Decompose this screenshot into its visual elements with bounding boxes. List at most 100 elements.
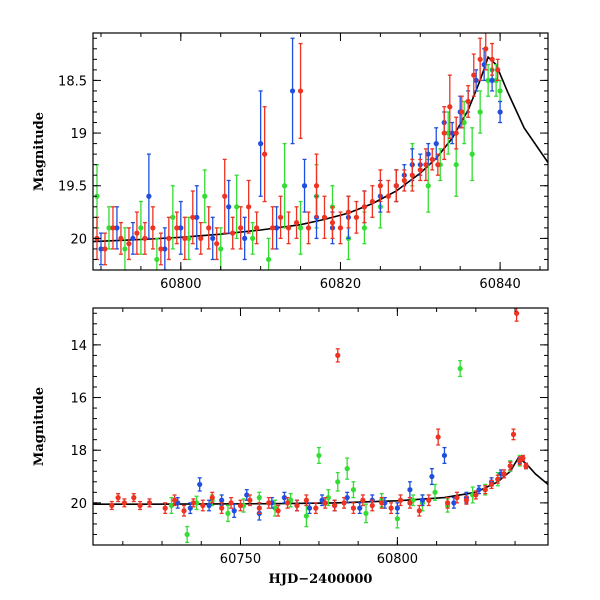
data-point — [463, 497, 470, 503]
data-point — [344, 466, 350, 472]
y-axis-title: Magnitude — [32, 387, 47, 466]
data-point — [297, 88, 304, 94]
data-point — [335, 352, 341, 358]
data-point — [254, 225, 260, 231]
data-point — [137, 502, 143, 509]
data-point — [461, 119, 467, 126]
y-tick-label: 20 — [70, 232, 87, 247]
y-tick-label: 18.5 — [58, 74, 87, 89]
data-point — [234, 204, 240, 210]
data-point — [182, 235, 188, 241]
data-point — [454, 495, 460, 501]
data-point — [194, 214, 200, 220]
data-point — [325, 495, 331, 501]
data-point — [206, 502, 212, 509]
series-red — [109, 308, 529, 517]
data-point — [258, 141, 264, 147]
series-green — [94, 58, 503, 270]
x-tick-label: 60800 — [160, 277, 201, 292]
data-point — [469, 151, 475, 157]
data-point — [158, 246, 164, 252]
data-point — [489, 77, 495, 83]
data-point — [281, 495, 288, 501]
axis-frame — [92, 32, 549, 271]
data-point — [497, 88, 503, 94]
data-point — [266, 500, 272, 506]
data-point — [429, 156, 435, 162]
data-point — [459, 109, 465, 115]
data-point — [507, 463, 513, 469]
data-point — [520, 455, 526, 461]
data-point — [335, 479, 341, 485]
data-point — [397, 497, 404, 503]
data-point — [146, 500, 153, 506]
data-point — [115, 495, 121, 501]
data-point — [417, 167, 423, 173]
data-point — [209, 495, 215, 501]
data-point — [350, 487, 357, 493]
data-point — [303, 513, 309, 519]
data-point — [329, 220, 336, 226]
data-point — [190, 214, 196, 220]
data-point — [425, 151, 431, 157]
data-point — [332, 502, 338, 509]
data-point — [457, 365, 463, 372]
data-point — [228, 500, 234, 506]
data-point — [174, 225, 180, 231]
y-tick-label: 20 — [70, 497, 87, 512]
data-point — [322, 500, 328, 506]
data-point — [184, 531, 190, 538]
plot-area — [93, 308, 548, 544]
axis-frame — [92, 307, 549, 546]
data-point — [230, 230, 236, 236]
data-point — [394, 516, 400, 522]
data-point — [225, 510, 231, 516]
data-point — [321, 214, 328, 220]
data-point — [401, 177, 407, 184]
data-point — [501, 471, 507, 477]
data-point — [121, 500, 127, 506]
data-point — [284, 500, 291, 506]
data-point — [270, 225, 276, 231]
data-point — [170, 214, 176, 220]
data-point — [441, 452, 448, 459]
data-point — [453, 162, 459, 168]
data-point — [150, 225, 156, 231]
x-tick-label: 60840 — [479, 277, 520, 292]
data-point — [357, 505, 363, 511]
data-point — [425, 183, 431, 189]
data-point — [306, 505, 313, 511]
data-point — [473, 77, 479, 83]
data-point — [369, 198, 375, 205]
model-curve — [93, 55, 548, 243]
y-axis-title: Magnitude — [32, 112, 47, 191]
data-point — [360, 497, 366, 503]
data-point — [305, 225, 312, 231]
top-panel-zoomed-light-curve: 60800 60820 60840 18.5 19 19.5 20 Magnitude — [32, 32, 549, 292]
data-point — [281, 183, 288, 189]
data-point — [433, 141, 439, 147]
data-point — [285, 225, 292, 231]
y-tick-label: 14 — [70, 339, 87, 354]
data-point — [222, 193, 228, 199]
bottom-panel-full-light-curve: 60750 60800 14 16 18 20 Magnitude HJD−2400000 — [32, 307, 549, 587]
data-point — [510, 431, 517, 437]
data-point — [393, 183, 399, 189]
data-point — [377, 183, 383, 189]
plot-area — [93, 33, 548, 270]
series-red — [94, 33, 501, 266]
data-point — [407, 487, 413, 493]
data-point — [294, 502, 300, 509]
data-point — [118, 235, 124, 241]
data-point — [219, 505, 225, 511]
data-point — [237, 502, 244, 509]
data-point — [388, 505, 394, 511]
data-point — [181, 508, 187, 514]
data-point — [238, 225, 244, 231]
data-point — [242, 235, 248, 241]
data-point — [485, 77, 491, 83]
data-point — [110, 225, 116, 231]
data-point — [289, 88, 296, 94]
data-point — [477, 109, 483, 115]
data-point — [168, 502, 175, 509]
